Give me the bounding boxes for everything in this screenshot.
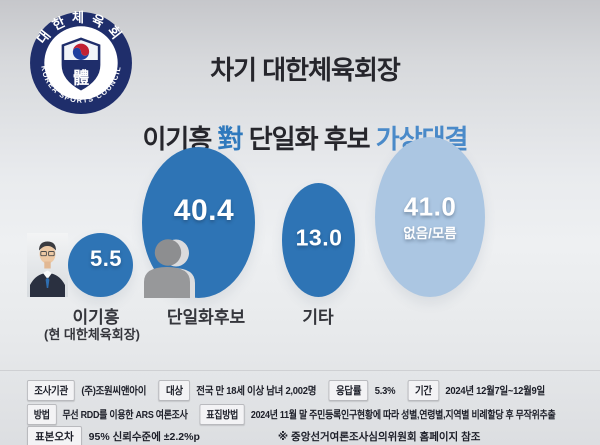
- badge-response-rate: 응답률: [328, 380, 369, 401]
- text-method: 무선 RDD를 이용한 ARS 여론조사: [62, 409, 188, 421]
- label-lee-ki-heung: 이기흥: [72, 308, 120, 327]
- logo-hanja: 體: [73, 68, 89, 87]
- bubble-other: [282, 183, 355, 297]
- text-target: 전국 만 18세 이상 남녀 2,002명: [196, 385, 317, 397]
- candidate-photo: [27, 233, 68, 297]
- silhouette-head: [154, 239, 182, 266]
- value-other: 13.0: [295, 224, 343, 251]
- photo-glasses-left: [40, 251, 47, 257]
- silhouette-body: [144, 267, 190, 298]
- footer-row-1: 조사기관 (주)조원씨앤아이 대상 전국 만 18세 이상 남녀 2,002명 …: [27, 380, 545, 401]
- page-title-line2: 이기흥 對 단일화 후보 가상대결: [70, 122, 540, 156]
- badge-agency: 조사기관: [27, 380, 76, 401]
- value-unified-candidate: 40.4: [173, 194, 235, 227]
- text-agency: (주)조원씨앤아이: [81, 385, 147, 397]
- bubble-lee-ki-heung: [68, 233, 133, 297]
- title-part-opponent: 단일화 후보: [242, 124, 376, 154]
- text-response-rate: 5.3%: [374, 384, 396, 397]
- footer-pair-method: 방법 무선 RDD를 이용한 ARS 여론조사: [27, 404, 188, 425]
- label-none-dont-know-inside: 없음/모름: [403, 226, 457, 241]
- footer-row-2: 방법 무선 RDD를 이용한 ARS 여론조사 표집방법 2024년 11월 말…: [27, 404, 556, 425]
- photo-neck: [44, 261, 51, 269]
- photo-glasses-right: [48, 251, 55, 257]
- footer-reference-note: ※ 중앙선거여론조사심의위원회 홈페이지 참조: [277, 431, 481, 443]
- footer-pair-target: 대상 전국 만 18세 이상 남녀 2,002명: [158, 380, 317, 401]
- header-titles: 차기 대한체육회장 이기흥 對 단일화 후보 가상대결: [70, 18, 540, 192]
- footer-row-3: 표본오차 95% 신뢰수준에 ±2.2%p ※ 중앙선거여론조사심의위원회 홈페…: [27, 426, 596, 445]
- page-title-line1: 차기 대한체육회장: [210, 55, 401, 85]
- text-period: 2024년 12월7일~12월9일: [445, 385, 545, 397]
- photo-hair: [39, 241, 56, 251]
- korea-sports-council-logo-icon: 대한체육회 KOREA SPORTS COUNCIL 體: [30, 10, 132, 114]
- badge-sampling: 표집방법: [199, 404, 245, 425]
- label-unified-candidate: 단일화후보: [166, 308, 246, 327]
- text-sampling: 2024년 11월 말 주민등록인구현황에 따라 성별,연령별,지역별 비례할당…: [250, 409, 556, 421]
- label-other: 기타: [302, 308, 334, 327]
- photo-face: [39, 244, 56, 264]
- bubble-none-dont-know: [375, 137, 485, 297]
- badge-target: 대상: [158, 380, 190, 401]
- footer-pair-sampling: 표집방법 2024년 11월 말 주민등록인구현황에 따라 성별,연령별,지역별…: [199, 404, 556, 425]
- footer-pair-response-rate: 응답률 5.3%: [328, 380, 396, 401]
- badge-margin-of-error: 표본오차: [27, 426, 82, 445]
- footer-pair-margin-of-error: 표본오차 95% 신뢰수준에 ±2.2%p: [27, 426, 200, 445]
- text-margin-of-error: 95% 신뢰수준에 ±2.2%p: [88, 431, 200, 443]
- photo-shirt: [43, 270, 52, 279]
- sublabel-lee-ki-heung: (현 대한체육회장): [44, 327, 140, 342]
- person-silhouette-icon: [144, 239, 195, 298]
- footer-pair-period: 기간 2024년 12월7일~12월9일: [407, 380, 545, 401]
- taegeuk-red: [72, 43, 90, 56]
- value-none-dont-know: 41.0: [403, 191, 457, 222]
- footer-divider: [0, 370, 600, 371]
- badge-period: 기간: [407, 380, 440, 401]
- badge-method: 방법: [27, 404, 57, 425]
- title-part-vs-hanja: 對: [217, 124, 244, 154]
- photo-tie: [45, 277, 50, 288]
- footer-pair-agency: 조사기관 (주)조원씨앤아이: [27, 380, 146, 401]
- value-lee-ki-heung: 5.5: [89, 246, 123, 271]
- taegeuk-blue: [72, 47, 90, 60]
